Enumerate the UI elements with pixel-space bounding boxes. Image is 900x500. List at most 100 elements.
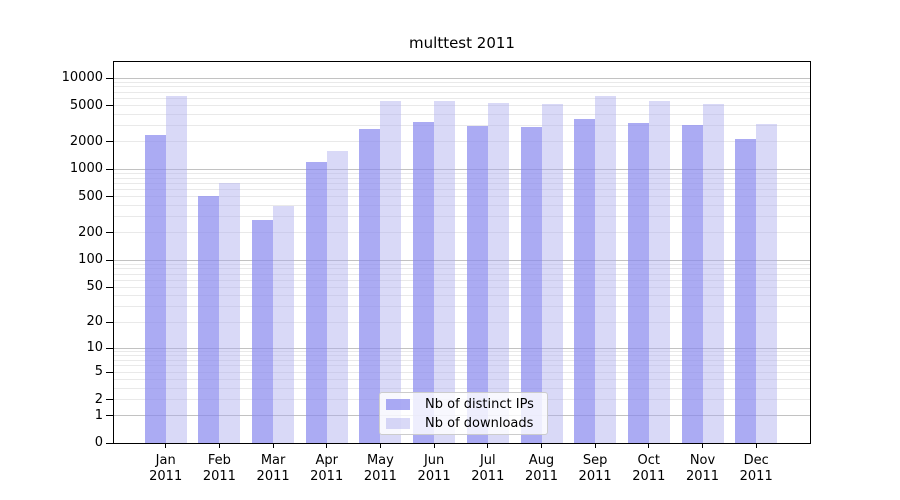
y-tick (106, 141, 113, 143)
gridline-minor (114, 141, 810, 143)
legend-item-distinct-ips: Nb of distinct IPs (380, 396, 547, 413)
gridline-minor (114, 306, 810, 308)
x-tick-month: Aug (528, 453, 555, 468)
bar-distinct-ips-apr (305, 161, 327, 443)
bar-distinct-ips-oct (627, 122, 649, 443)
gridline-minor (114, 387, 810, 389)
y-tick (106, 105, 113, 106)
x-tick-month: Oct (637, 453, 661, 468)
gridline-minor (114, 97, 810, 99)
gridline-minor (114, 205, 810, 206)
x-tick-label: Jul 2011 (458, 453, 518, 485)
y-tick-label: 10000 (61, 70, 103, 85)
x-tick (165, 443, 167, 448)
y-tick-label: 2000 (69, 133, 103, 149)
x-tick-month: Feb (207, 453, 231, 468)
gridline-major (114, 168, 810, 170)
bar-downloads-apr (326, 151, 348, 443)
x-tick (541, 443, 542, 448)
bar-distinct-ips-feb (198, 195, 220, 443)
x-tick-month: Sep (582, 453, 608, 468)
bar-distinct-ips-jan (144, 134, 166, 443)
legend-swatch-distinct-ips (386, 398, 410, 410)
gridline-major (114, 347, 810, 349)
bar-downloads-jul (487, 103, 509, 443)
gridline-minor (114, 279, 810, 281)
x-tick-label: Dec 2011 (726, 453, 786, 485)
legend-swatch-downloads (386, 417, 410, 429)
x-tick-year: 2011 (578, 469, 612, 484)
gridline-minor (114, 268, 810, 270)
bar-distinct-ips-jun (413, 121, 435, 443)
bar-distinct-ips-jul (466, 126, 488, 443)
y-tick-label: 0 (94, 435, 103, 450)
bar-distinct-ips-nov (681, 125, 703, 443)
y-tick-label: 1000 (69, 161, 103, 177)
bar-distinct-ips-aug (520, 127, 542, 443)
y-tick-label: 100 (78, 252, 103, 268)
y-tick (106, 415, 113, 416)
gridline-minor (114, 286, 810, 288)
y-tick (106, 168, 113, 170)
x-tick-year: 2011 (202, 469, 236, 484)
x-tick-year: 2011 (524, 469, 559, 484)
legend-item-downloads: Nb of downloads (380, 415, 547, 432)
y-tick-label: 20 (86, 314, 103, 330)
x-tick (272, 443, 274, 448)
legend-label-distinct-ips: Nb of distinct IPs (425, 396, 534, 412)
y-tick-label: 5 (94, 364, 103, 379)
x-tick-year: 2011 (471, 469, 505, 484)
x-tick-year: 2011 (417, 469, 451, 484)
bar-downloads-dec (756, 124, 778, 443)
x-tick-label: Mar 2011 (243, 453, 303, 485)
bar-downloads-mar (273, 205, 295, 443)
x-tick (487, 443, 489, 448)
bar-downloads-sep (595, 96, 617, 443)
y-tick (106, 77, 113, 79)
gridline-minor (114, 182, 810, 184)
gridline-minor (114, 105, 810, 106)
y-tick-label: 5000 (69, 97, 103, 113)
gridline-minor (114, 371, 810, 373)
x-tick-month: Jan (155, 453, 176, 468)
x-tick-label: Nov 2011 (673, 453, 733, 485)
gridline-major (114, 259, 810, 261)
x-tick (648, 443, 650, 448)
x-tick-year: 2011 (739, 469, 773, 484)
x-tick (594, 443, 596, 448)
bar-distinct-ips-mar (252, 220, 274, 443)
x-tick-month: Dec (743, 453, 769, 468)
y-tick (106, 259, 113, 261)
gridline-minor (114, 351, 810, 353)
bar-distinct-ips-may (359, 129, 381, 443)
x-tick-year: 2011 (256, 469, 290, 484)
x-tick-month: Nov (689, 453, 716, 468)
gridline-minor (114, 91, 810, 93)
gridline-minor (114, 216, 810, 218)
y-tick-label: 500 (78, 188, 103, 204)
gridline-minor (114, 188, 810, 190)
gridline-minor (114, 172, 810, 174)
x-tick-month: Jun (423, 453, 445, 468)
bar-downloads-jan (165, 95, 187, 443)
gridline-minor (114, 355, 810, 357)
gridline-minor (114, 196, 810, 198)
x-tick-month: May (366, 453, 394, 468)
gridline-major (114, 77, 810, 79)
gridline-minor (114, 125, 810, 127)
gridline-minor (114, 113, 810, 115)
gridline-minor (114, 177, 810, 179)
y-tick-label: 10 (86, 340, 103, 355)
gridline-minor (114, 295, 810, 297)
bar-downloads-may (380, 101, 402, 443)
x-tick-month: Jul (479, 453, 496, 468)
legend-label-downloads: Nb of downloads (425, 415, 534, 431)
x-tick-label: Jun 2011 (404, 453, 464, 485)
y-tick (106, 371, 113, 373)
x-tick-label: Apr 2011 (297, 453, 357, 485)
gridline-minor (114, 81, 810, 83)
y-tick (106, 232, 113, 234)
x-tick-label: Feb 2011 (189, 453, 249, 485)
gridline-minor (114, 232, 810, 234)
